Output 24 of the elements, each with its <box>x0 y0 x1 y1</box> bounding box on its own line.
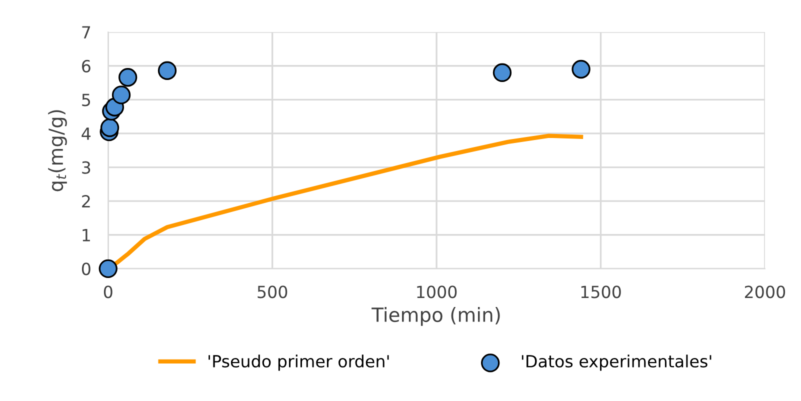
point <box>572 60 590 79</box>
y-tick-label: 2 <box>82 195 90 208</box>
x-tick-label: 2000 <box>744 286 786 298</box>
x-tick-label: 1500 <box>581 286 621 298</box>
y-tick-label: 6 <box>82 60 90 72</box>
point <box>112 86 131 104</box>
y-tick-label: 3 <box>82 161 90 174</box>
y-tick-label: 0 <box>82 262 90 276</box>
x-axis-title: Tiempo (min) <box>372 307 500 326</box>
x-tick-label: 1000 <box>417 286 457 298</box>
x-tick-label: 500 <box>258 286 288 298</box>
y-tick-label: 4 <box>82 128 91 140</box>
y-axis-title: q$_{t}$(mg/g) <box>48 110 67 192</box>
y-tick-label: 1 <box>82 229 90 242</box>
y-tick-label: 5 <box>82 94 90 106</box>
point <box>100 118 120 138</box>
point <box>158 61 177 80</box>
point <box>492 63 512 82</box>
x-tick-label: 0 <box>104 286 112 298</box>
point <box>118 68 138 87</box>
point <box>98 259 118 278</box>
y-tick-label: 7 <box>82 26 90 38</box>
legend-label: 'Datos experimentales' <box>522 354 712 371</box>
legend-label: 'Pseudo primer orden' <box>208 354 389 371</box>
